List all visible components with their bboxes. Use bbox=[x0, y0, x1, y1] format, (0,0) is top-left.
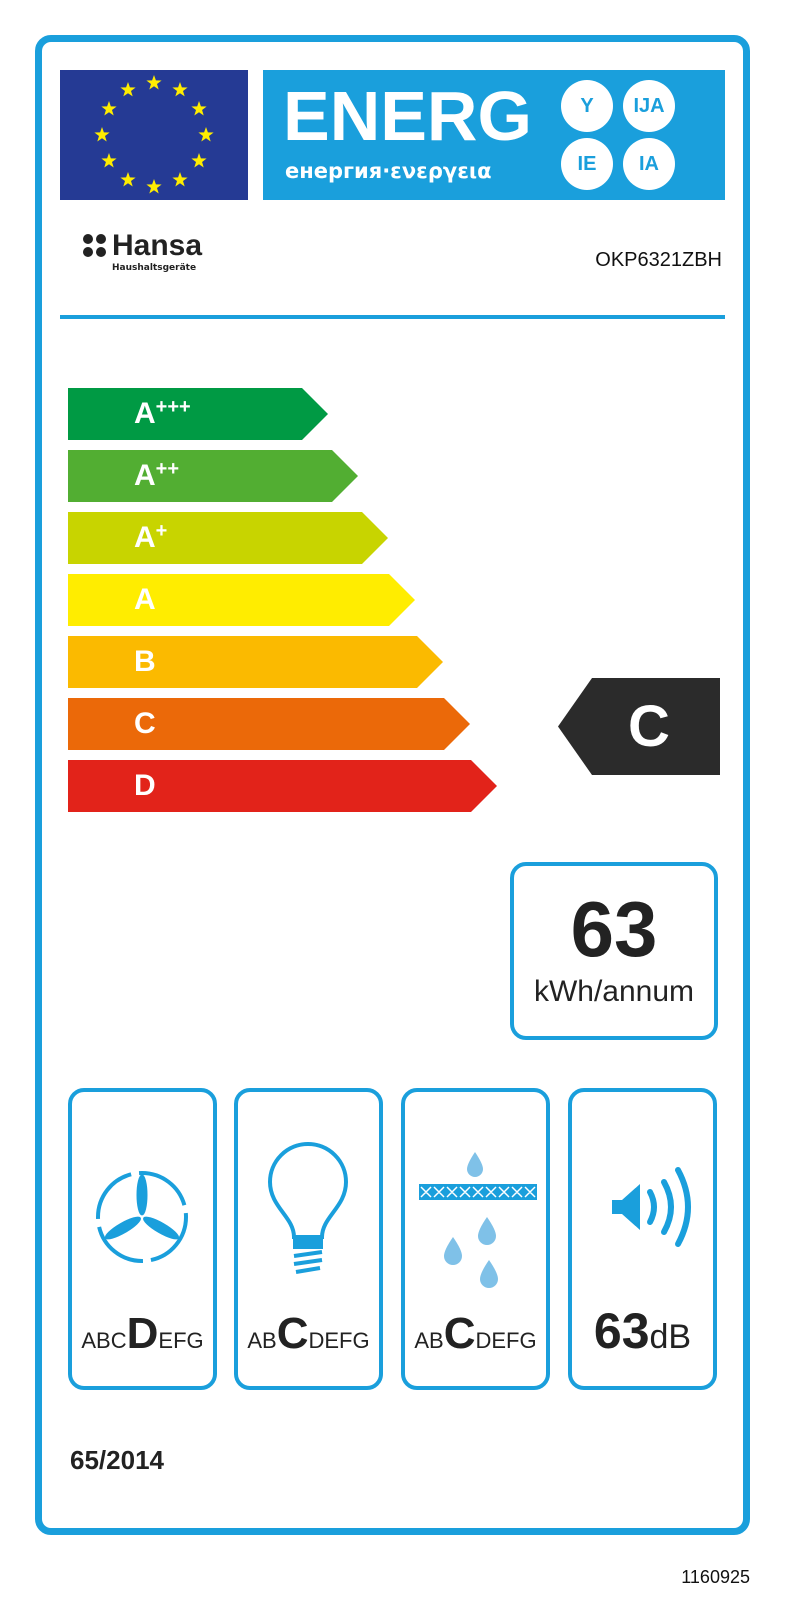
brand-name: Hansa bbox=[112, 229, 203, 262]
eu-flag-icon bbox=[60, 70, 248, 200]
class-plus: ++ bbox=[155, 458, 180, 480]
fluid-dynamic-efficiency-box: ABCDEFG bbox=[68, 1088, 217, 1390]
star-icon bbox=[172, 172, 188, 187]
suffix-ia: IA bbox=[623, 138, 675, 190]
star-icon bbox=[146, 75, 162, 90]
suffix-ija: IJA bbox=[623, 80, 675, 132]
suffix-ie: IE bbox=[561, 138, 613, 190]
consumption-unit: kWh/annum bbox=[533, 975, 695, 1008]
efficiency-class-arrow: A bbox=[68, 574, 415, 626]
star-icon bbox=[120, 82, 136, 97]
star-icon bbox=[191, 101, 207, 116]
regulation-number: 65/2014 bbox=[70, 1445, 164, 1475]
grease-class: ABCDEFG bbox=[414, 1309, 537, 1358]
star-icon bbox=[172, 82, 188, 97]
label-frame bbox=[35, 35, 750, 1535]
efficiency-class-arrow: B bbox=[68, 636, 443, 688]
efficiency-class-arrow: D bbox=[68, 760, 497, 812]
class-letter: A bbox=[134, 583, 156, 616]
grease-filter-icon bbox=[419, 1152, 537, 1288]
energy-consumption-box: 63 kWh/annum bbox=[510, 862, 718, 1040]
noise-box: 63dB bbox=[568, 1088, 717, 1390]
suffix-y: Y bbox=[561, 80, 613, 132]
lighting-class: ABCDEFG bbox=[247, 1309, 370, 1358]
energy-title: ENERG bbox=[283, 77, 532, 155]
class-plus: + bbox=[155, 520, 168, 542]
brand-logo: Hansa Haushaltsgeräte bbox=[82, 230, 202, 274]
star-icon bbox=[191, 153, 207, 168]
efficiency-class-arrow: A++ bbox=[68, 450, 358, 502]
noise-value: 63dB bbox=[593, 1303, 692, 1359]
class-letter: A bbox=[134, 397, 156, 430]
efficiency-class-arrow: A+ bbox=[68, 512, 388, 564]
star-icon bbox=[101, 101, 117, 116]
class-letter: D bbox=[134, 769, 156, 802]
hansa-dots-icon bbox=[83, 234, 106, 257]
fan-icon bbox=[96, 1171, 188, 1263]
star-icon bbox=[120, 172, 136, 187]
class-letter: C bbox=[134, 707, 156, 740]
fan-class: ABCDEFG bbox=[81, 1309, 204, 1358]
lighting-efficiency-box: ABCDEFG bbox=[234, 1088, 383, 1390]
energy-banner: ENERG енергия·ενεργεια Y IJA IE IA bbox=[263, 70, 725, 200]
efficiency-class-arrow: C bbox=[68, 698, 470, 750]
light-bulb-icon bbox=[267, 1142, 349, 1274]
brand-sub: Haushaltsgeräte bbox=[112, 263, 197, 273]
label-code: 1160925 bbox=[681, 1567, 750, 1587]
divider bbox=[60, 315, 725, 319]
class-letter: A bbox=[134, 521, 156, 554]
star-icon bbox=[101, 153, 117, 168]
class-plus: +++ bbox=[155, 396, 191, 418]
model-number: OKP6321ZBH bbox=[595, 249, 722, 271]
speaker-icon bbox=[612, 1167, 691, 1247]
star-icon bbox=[198, 127, 214, 142]
rating-indicator: C bbox=[558, 678, 720, 775]
grease-filtering-efficiency-box: ABCDEFG bbox=[401, 1088, 550, 1390]
star-icon bbox=[146, 179, 162, 194]
energy-subtitle: енергия·ενεργεια bbox=[285, 159, 492, 183]
class-letter: A bbox=[134, 459, 156, 492]
consumption-value: 63 bbox=[570, 885, 658, 973]
class-letter: B bbox=[134, 645, 156, 678]
efficiency-class-arrow: A+++ bbox=[68, 388, 328, 440]
star-icon bbox=[94, 127, 110, 142]
